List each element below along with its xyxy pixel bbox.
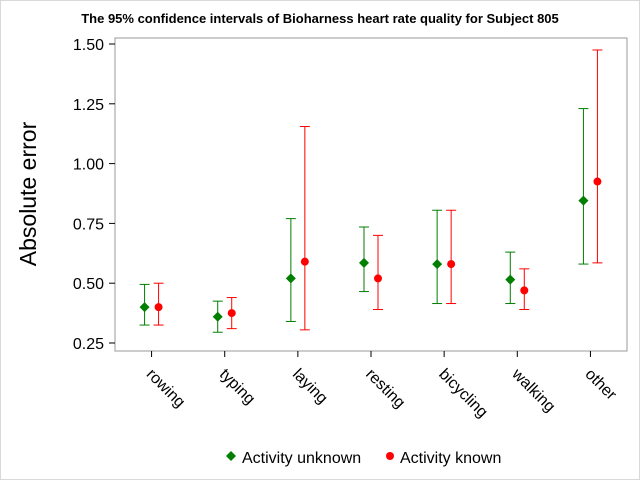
mean-marker [447, 260, 456, 269]
y-tick-label: 0.25 [73, 336, 104, 353]
errorbar-activity-known-resting [373, 234, 383, 311]
mean-marker [505, 274, 516, 285]
errorbar-activity-known-walking [519, 268, 530, 311]
errorbar-activity-known-rowing [153, 282, 164, 326]
chart-title: The 95% confidence intervals of Bioharne… [81, 11, 559, 26]
mean-marker [432, 259, 443, 270]
mean-marker [154, 303, 163, 312]
plot-area [114, 37, 628, 352]
errorbar-activity-unknown-rowing [139, 283, 150, 326]
errorbar-activity-known-typing [226, 297, 237, 330]
y-tick-label: 1.00 [73, 157, 104, 174]
x-tick-label: rowing [143, 366, 188, 411]
mean-marker [520, 286, 529, 295]
y-tick-label: 0.50 [73, 276, 104, 293]
mean-marker [359, 257, 369, 268]
x-tick-label: resting [362, 366, 408, 412]
mean-marker [374, 274, 382, 283]
y-tick-label: 1.25 [73, 97, 104, 114]
legend-label-activity-known: Activity known [400, 450, 501, 467]
legend-marker-activity-known [386, 452, 394, 460]
y-axis-label: Absolute error [15, 121, 41, 266]
mean-marker [285, 273, 296, 284]
errorbar-activity-unknown-typing [212, 300, 223, 333]
errorbar-activity-known-other [592, 49, 603, 264]
mean-marker [300, 257, 309, 266]
errorbar-activity-unknown-walking [505, 251, 516, 305]
x-tick-label: walking [508, 365, 558, 415]
x-axis: rowing typing laying resting bicycling walkin… [143, 351, 620, 421]
errorbar-activity-unknown-laying [285, 218, 296, 322]
x-tick-label: laying [289, 366, 331, 408]
y-tick-label: 1.50 [73, 37, 104, 54]
errorbar-activity-known-laying [299, 126, 310, 331]
mean-marker [578, 195, 589, 206]
x-tick-label: other [582, 366, 620, 404]
legend-label-activity-unknown: Activity unknown [242, 450, 361, 467]
legend-marker-activity-unknown [226, 451, 236, 461]
legend: Activity unknown Activity known [226, 450, 501, 467]
mean-marker [212, 311, 223, 322]
mean-marker [593, 177, 602, 186]
errorbar-activity-known-bicycling [446, 209, 457, 305]
y-axis: 0.25 0.50 0.75 1.00 1.25 1.50 [73, 37, 115, 353]
x-tick-label: typing [216, 366, 258, 408]
mean-marker [227, 309, 236, 318]
errorbar-activity-unknown-resting [359, 226, 369, 293]
x-tick-label: bicycling [435, 366, 490, 421]
errorbar-activity-unknown-other [578, 108, 589, 265]
chart-marks [139, 49, 603, 333]
y-tick-label: 0.75 [73, 216, 104, 233]
mean-marker [139, 302, 150, 313]
errorbar-activity-unknown-bicycling [432, 209, 443, 305]
